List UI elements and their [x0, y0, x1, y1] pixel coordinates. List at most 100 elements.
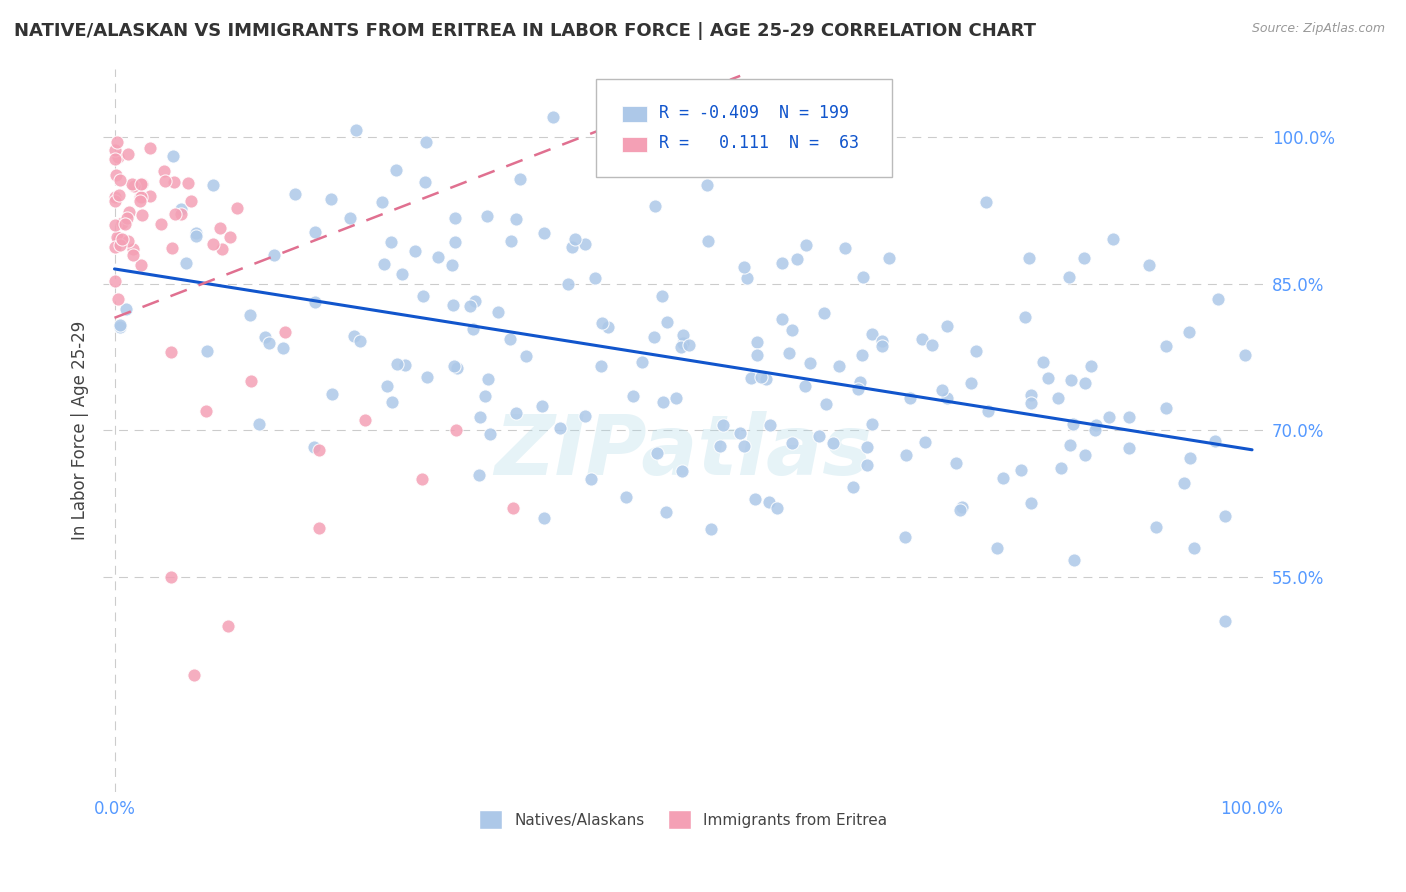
Point — [591, 359, 613, 373]
Point — [745, 348, 768, 362]
Point — [813, 306, 835, 320]
Point — [643, 330, 665, 344]
Point — [581, 472, 603, 486]
Point — [770, 255, 793, 269]
Point — [1074, 376, 1097, 390]
Point — [665, 392, 688, 406]
Point — [671, 464, 693, 478]
Point — [444, 235, 467, 250]
Point — [458, 299, 481, 313]
Point — [921, 338, 943, 352]
Point — [254, 330, 277, 344]
Point — [110, 237, 132, 252]
Point — [1014, 310, 1036, 325]
Text: R = -0.409  N = 199: R = -0.409 N = 199 — [659, 103, 849, 121]
Point — [404, 244, 426, 259]
Text: ZIPatlas: ZIPatlas — [495, 411, 872, 492]
Point — [373, 257, 395, 271]
Point — [678, 337, 700, 351]
Point — [778, 345, 800, 359]
Point — [501, 234, 523, 248]
Point — [1073, 251, 1095, 265]
Point — [950, 500, 973, 515]
Point — [655, 505, 678, 519]
Point — [1084, 423, 1107, 437]
Point — [651, 289, 673, 303]
Point — [240, 375, 263, 389]
Point — [814, 396, 837, 410]
Point — [910, 332, 932, 346]
Point — [598, 320, 620, 334]
Point — [745, 334, 768, 349]
Point — [834, 241, 856, 255]
Point — [759, 417, 782, 432]
Point — [711, 417, 734, 432]
Point — [103, 274, 125, 288]
Point — [211, 242, 233, 256]
Point — [129, 194, 152, 208]
Point — [574, 409, 596, 423]
Point — [391, 267, 413, 281]
Point — [170, 206, 193, 220]
Point — [247, 417, 270, 431]
Point — [1234, 348, 1257, 362]
Point — [108, 231, 131, 245]
Point — [631, 355, 654, 369]
Text: Source: ZipAtlas.com: Source: ZipAtlas.com — [1251, 22, 1385, 36]
Point — [1178, 451, 1201, 466]
Point — [308, 442, 330, 457]
Point — [461, 322, 484, 336]
Point — [114, 217, 136, 231]
Point — [177, 176, 200, 190]
Point — [621, 388, 644, 402]
Point — [914, 434, 936, 449]
Point — [799, 356, 821, 370]
Point — [1178, 325, 1201, 339]
Point — [780, 323, 803, 337]
Point — [533, 226, 555, 240]
Point — [655, 314, 678, 328]
Point — [1046, 391, 1069, 405]
Point — [505, 406, 527, 420]
Point — [959, 376, 981, 391]
Point — [475, 209, 498, 223]
Point — [645, 445, 668, 459]
Point — [129, 177, 152, 191]
Point — [852, 269, 875, 284]
Point — [786, 252, 808, 266]
Point — [828, 359, 851, 373]
Point — [1036, 371, 1059, 385]
Point — [1206, 293, 1229, 307]
FancyBboxPatch shape — [596, 79, 893, 177]
Point — [1118, 441, 1140, 455]
Point — [176, 256, 198, 270]
Point — [837, 158, 859, 172]
Point — [533, 511, 555, 525]
Point — [1032, 355, 1054, 369]
Point — [108, 318, 131, 332]
Point — [155, 174, 177, 188]
Point — [128, 190, 150, 204]
Point — [1063, 553, 1085, 567]
Point — [108, 188, 131, 202]
Point — [441, 258, 464, 272]
Point — [131, 208, 153, 222]
Point — [380, 235, 402, 250]
Point — [1146, 520, 1168, 534]
Point — [749, 369, 772, 384]
Point — [794, 379, 817, 393]
Point — [370, 194, 392, 209]
Point — [728, 425, 751, 440]
Point — [1154, 401, 1177, 415]
Point — [1213, 508, 1236, 523]
Point — [872, 339, 894, 353]
Point — [115, 211, 138, 225]
Point — [468, 410, 491, 425]
Point — [117, 146, 139, 161]
Point — [794, 238, 817, 252]
Point — [375, 379, 398, 393]
Point — [758, 494, 780, 508]
Point — [184, 226, 207, 240]
Point — [217, 619, 239, 633]
Point — [669, 340, 692, 354]
